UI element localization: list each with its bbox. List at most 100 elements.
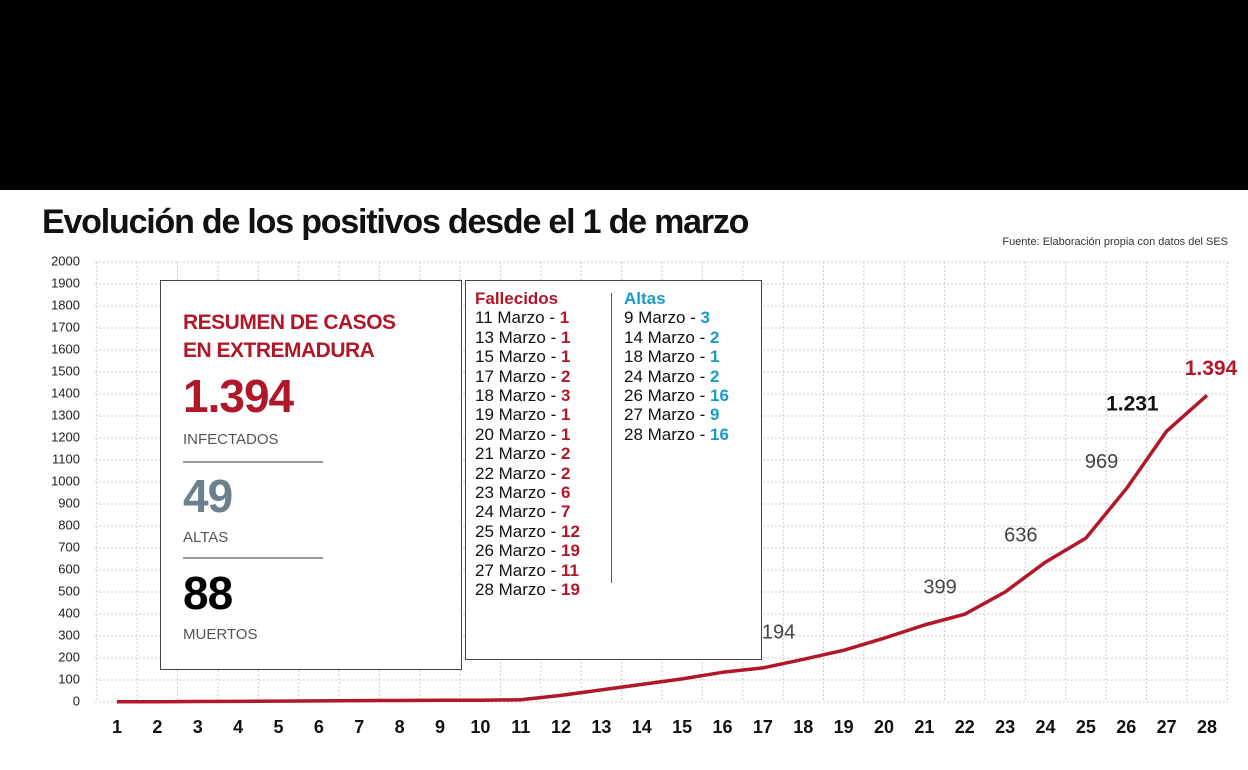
y-tick-label: 100: [58, 671, 80, 686]
list-row: 11 Marzo - 1: [475, 308, 580, 327]
y-tick-label: 1300: [51, 407, 80, 422]
list-row: 28 Marzo - 16: [624, 425, 729, 444]
divider: [183, 461, 323, 463]
data-label: 1.231: [1106, 393, 1159, 416]
list-date: 24 Marzo -: [475, 502, 557, 522]
infected-label: INFECTADOS: [183, 431, 279, 448]
deaths-label: MUERTOS: [183, 626, 258, 643]
deaths-value: 88: [183, 567, 233, 619]
x-tick-label: 2: [152, 717, 162, 737]
x-tick-label: 1: [112, 717, 122, 737]
x-tick-label: 14: [632, 717, 652, 737]
y-tick-label: 600: [58, 561, 80, 576]
y-tick-label: 1000: [51, 473, 80, 488]
x-tick-label: 15: [672, 717, 692, 737]
list-date: 20 Marzo -: [475, 424, 557, 444]
heading-line: EN EXTREMADURA: [183, 339, 375, 362]
list-row: 18 Marzo - 3: [475, 386, 580, 405]
x-tick-label: 5: [273, 717, 283, 737]
list-row: 23 Marzo - 6: [475, 483, 580, 502]
list-date: 26 Marzo -: [475, 541, 557, 561]
list-date: 21 Marzo -: [475, 444, 557, 464]
list-value: 6: [560, 483, 571, 503]
list-value: 1: [559, 308, 570, 328]
list-row: 28 Marzo - 19: [475, 580, 580, 599]
list-date: 14 Marzo -: [624, 327, 706, 347]
infected-value: 1.394: [183, 370, 294, 422]
list-date: 9 Marzo -: [624, 308, 696, 328]
list-row: 17 Marzo - 2: [475, 367, 580, 386]
x-tick-label: 22: [955, 717, 975, 737]
list-value: 16: [709, 424, 729, 444]
y-tick-label: 1100: [52, 451, 80, 466]
altas-value: 49: [183, 470, 233, 522]
x-tick-label: 13: [591, 717, 611, 737]
data-label: 399: [923, 577, 956, 599]
x-tick-label: 24: [1036, 717, 1056, 737]
list-date: 26 Marzo -: [624, 386, 706, 406]
list-row: 26 Marzo - 16: [624, 386, 729, 405]
list-title: Fallecidos: [475, 289, 559, 308]
y-tick-label: 900: [58, 495, 80, 510]
summary-heading: RESUMEN DE CASOS EN EXTREMADURA: [183, 309, 396, 365]
x-tick-label: 11: [511, 717, 530, 737]
y-tick-label: 200: [58, 649, 80, 664]
list-date: 18 Marzo -: [624, 347, 706, 367]
list-value: 12: [560, 521, 580, 541]
list-value: 7: [560, 502, 571, 522]
x-tick-label: 16: [713, 717, 733, 737]
y-tick-label: 1500: [51, 363, 80, 378]
list-date: 19 Marzo -: [475, 405, 557, 425]
altas-list: Altas 9 Marzo - 3 14 Marzo - 2 18 Marzo - …: [624, 289, 729, 444]
list-value: 2: [560, 463, 571, 483]
chart-title: Evolución de los positivos desde el 1 de…: [42, 203, 749, 241]
divider: [183, 557, 323, 559]
list-title: Altas: [624, 289, 666, 308]
y-tick-label: 300: [58, 627, 80, 642]
source: Fuente: Elaboración propia con datos del…: [1002, 236, 1228, 248]
x-tick-label: 9: [435, 717, 445, 737]
list-value: 1: [560, 327, 571, 347]
list-row: 15 Marzo - 1: [475, 347, 580, 366]
x-tick-label: 12: [551, 717, 571, 737]
list-date: 25 Marzo -: [475, 521, 557, 541]
list-row: 19 Marzo - 1: [475, 405, 580, 424]
x-tick-label: 8: [395, 717, 405, 737]
header-band: [0, 0, 1248, 190]
x-tick-label: 6: [314, 717, 324, 737]
y-tick-label: 800: [58, 517, 80, 532]
list-value: 2: [709, 366, 720, 386]
list-date: 27 Marzo -: [624, 405, 706, 425]
list-value: 2: [560, 366, 571, 386]
list-date: 11 Marzo -: [475, 308, 555, 328]
x-tick-label: 10: [470, 717, 490, 737]
list-value: 1: [560, 424, 571, 444]
x-tick-label: 7: [354, 717, 364, 737]
x-tick-label: 23: [995, 717, 1015, 737]
list-row: 20 Marzo - 1: [475, 425, 580, 444]
list-row: 24 Marzo - 7: [475, 502, 580, 521]
y-tick-label: 1400: [51, 385, 80, 400]
x-tick-label: 19: [834, 717, 854, 737]
separator: [611, 293, 612, 583]
y-tick-label: 1700: [51, 319, 80, 334]
x-tick-label: 25: [1076, 717, 1096, 737]
y-tick-label: 1200: [51, 429, 80, 444]
list-value: 19: [560, 541, 580, 561]
x-tick-label: 3: [193, 717, 203, 737]
y-tick-label: 400: [58, 605, 80, 620]
list-row: 22 Marzo - 2: [475, 464, 580, 483]
summary-box: RESUMEN DE CASOS EN EXTREMADURA 1.394 IN…: [160, 280, 462, 670]
x-tick-label: 17: [753, 717, 773, 737]
y-tick-label: 1800: [51, 297, 80, 312]
list-row: 18 Marzo - 1: [624, 347, 729, 366]
data-label: 636: [1004, 524, 1037, 546]
data-label: 194: [762, 622, 795, 644]
y-tick-label: 700: [58, 539, 80, 554]
list-date: 27 Marzo -: [475, 560, 557, 580]
list-date: 24 Marzo -: [624, 366, 706, 386]
y-tick-label: 1900: [51, 275, 80, 290]
list-date: 13 Marzo -: [475, 327, 557, 347]
list-value: 1: [560, 405, 571, 425]
